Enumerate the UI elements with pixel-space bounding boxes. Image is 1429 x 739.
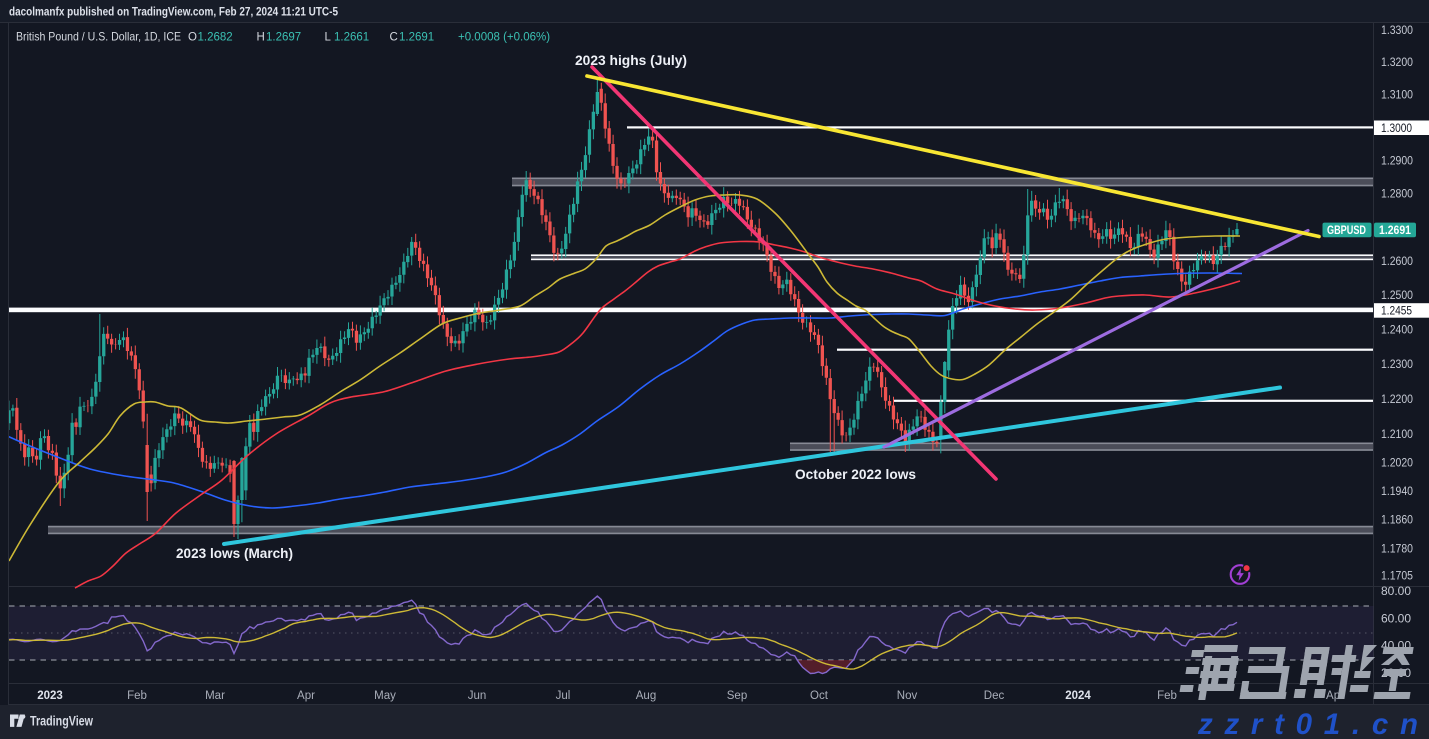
svg-text:80.00: 80.00 (1381, 586, 1411, 598)
svg-text:Nov: Nov (897, 690, 918, 702)
svg-text:TradingView: TradingView (30, 714, 93, 729)
svg-text:1.2682: 1.2682 (198, 32, 233, 44)
svg-text:1.2400: 1.2400 (1381, 324, 1413, 336)
svg-text:1.1860: 1.1860 (1381, 515, 1413, 527)
svg-text:1.2691: 1.2691 (1379, 225, 1412, 237)
svg-text:1.2500: 1.2500 (1381, 290, 1413, 302)
svg-text:1.1940: 1.1940 (1381, 486, 1413, 498)
svg-text:GBPUSD: GBPUSD (1327, 225, 1366, 237)
svg-text:1.2455: 1.2455 (1381, 306, 1412, 318)
svg-text:Feb: Feb (1157, 690, 1177, 702)
svg-text:October 2022 lows: October 2022 lows (795, 467, 916, 482)
svg-text:60.00: 60.00 (1381, 613, 1411, 625)
svg-text:1.3100: 1.3100 (1381, 90, 1413, 102)
svg-text:1.2300: 1.2300 (1381, 359, 1413, 371)
svg-text:O: O (188, 32, 197, 44)
svg-text:1.2697: 1.2697 (266, 32, 301, 44)
svg-text:L: L (325, 32, 332, 44)
svg-text:1.2800: 1.2800 (1381, 189, 1413, 201)
svg-text:1.1780: 1.1780 (1381, 543, 1413, 555)
svg-text:2023 lows (March): 2023 lows (March) (176, 546, 293, 561)
svg-text:Jul: Jul (556, 690, 571, 702)
svg-text:Jun: Jun (468, 690, 487, 702)
svg-text:2023 highs (July): 2023 highs (July) (575, 53, 687, 68)
svg-text:C: C (390, 32, 398, 44)
svg-text:Mar: Mar (205, 690, 225, 702)
svg-text:1.1705: 1.1705 (1381, 571, 1413, 583)
svg-text:dacolmanfx published on Tradin: dacolmanfx published on TradingView.com,… (9, 5, 338, 19)
svg-text:Sep: Sep (727, 690, 747, 702)
svg-text:May: May (374, 690, 396, 702)
svg-text:1.2200: 1.2200 (1381, 394, 1413, 406)
svg-text:1.3000: 1.3000 (1381, 123, 1412, 135)
svg-text:Feb: Feb (127, 690, 147, 702)
svg-text:1.3300: 1.3300 (1381, 25, 1413, 37)
svg-text:1.2100: 1.2100 (1381, 429, 1413, 441)
svg-text:1.2691: 1.2691 (399, 32, 434, 44)
svg-text:Aug: Aug (636, 690, 656, 702)
svg-text:Dec: Dec (984, 690, 1005, 702)
svg-text:H: H (257, 32, 265, 44)
svg-text:zzrt01.cn: zzrt01.cn (1197, 708, 1418, 739)
svg-text:1.3200: 1.3200 (1381, 57, 1413, 69)
svg-text:2024: 2024 (1065, 690, 1091, 702)
svg-text:1.2600: 1.2600 (1381, 256, 1413, 268)
svg-text:2023: 2023 (37, 690, 63, 702)
svg-text:British Pound / U.S. Dollar, 1: British Pound / U.S. Dollar, 1D, ICE (16, 30, 181, 44)
svg-text:1.2900: 1.2900 (1381, 155, 1413, 167)
svg-text:1.2020: 1.2020 (1381, 457, 1413, 469)
svg-text:+0.0008 (+0.06%): +0.0008 (+0.06%) (458, 32, 550, 44)
svg-text:Apr: Apr (297, 690, 315, 702)
svg-text:Oct: Oct (810, 690, 829, 702)
svg-text:1.2661: 1.2661 (334, 32, 369, 44)
